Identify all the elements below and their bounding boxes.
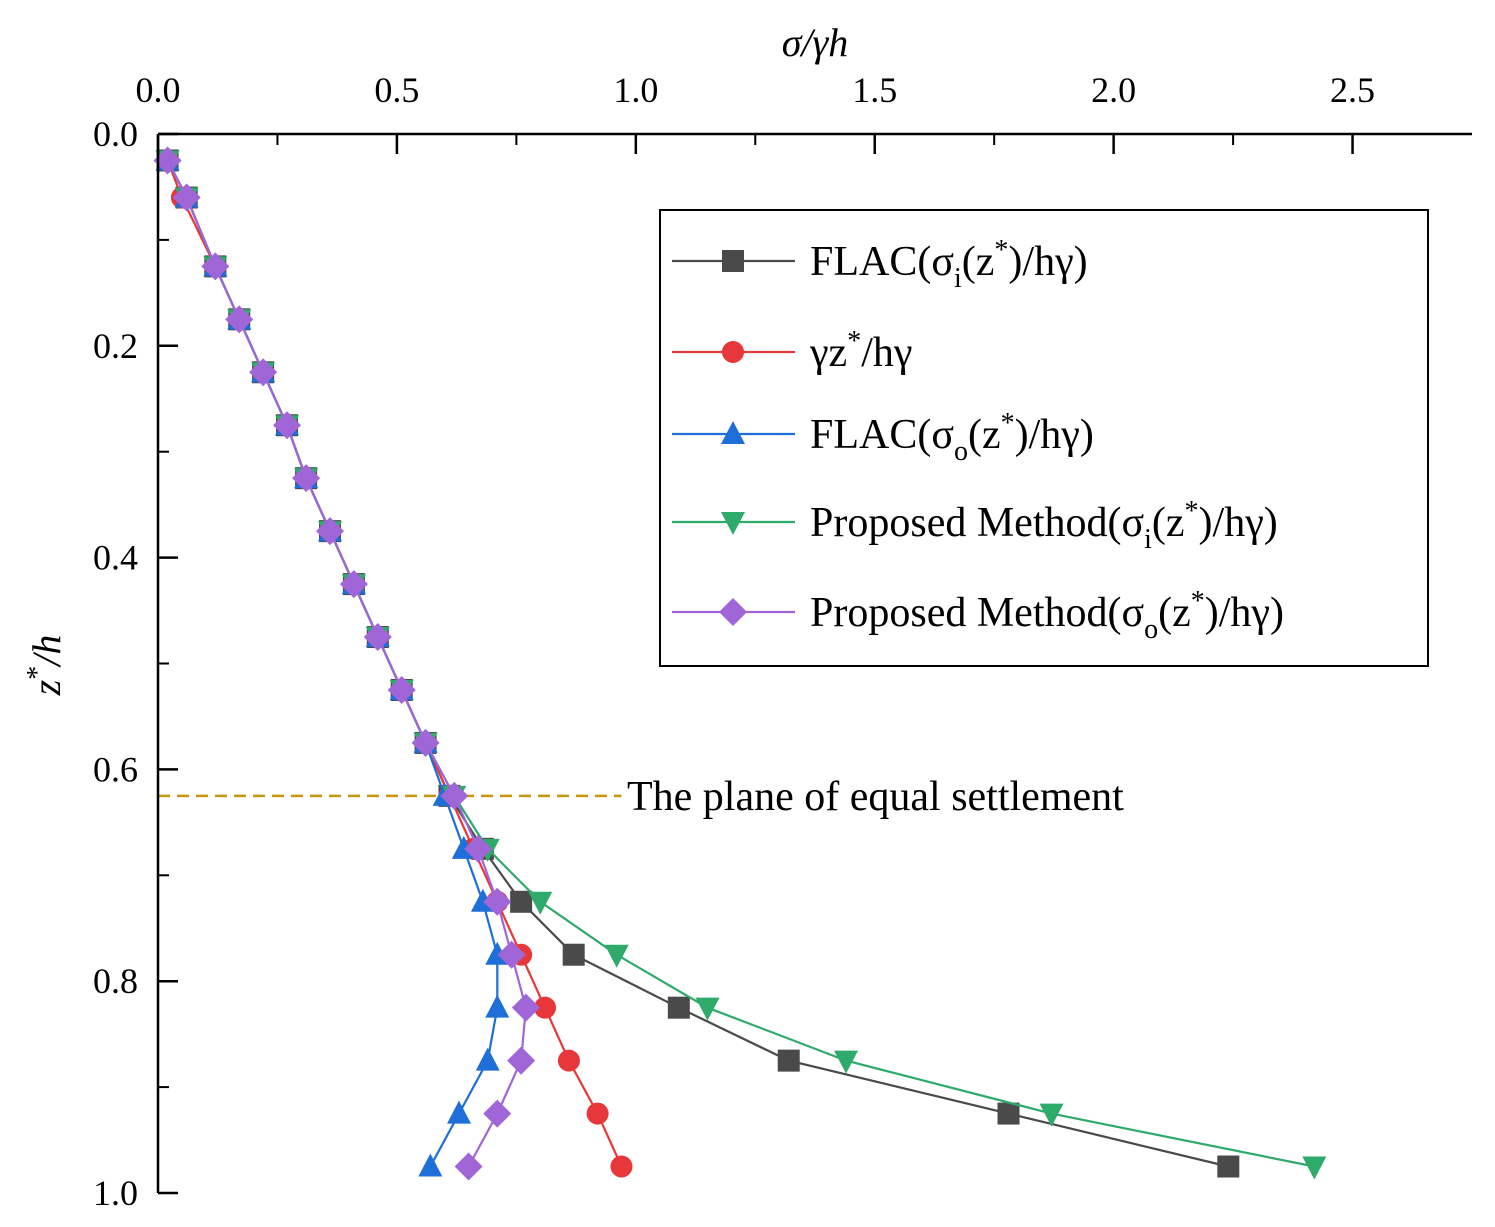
- data-point: [528, 891, 553, 915]
- data-point: [485, 994, 510, 1018]
- data-point: [387, 675, 416, 704]
- data-point: [610, 1155, 633, 1178]
- data-point: [447, 1100, 472, 1124]
- data-point: [153, 146, 182, 175]
- data-point: [777, 1049, 800, 1072]
- data-point: [418, 1153, 443, 1177]
- data-point: [172, 183, 201, 212]
- data-point: [225, 305, 254, 334]
- data-point: [464, 834, 493, 863]
- legend-item-4: Proposed Method(σi(z*)/hγ): [672, 496, 1278, 555]
- data-point: [339, 570, 368, 599]
- data-point: [604, 944, 629, 968]
- y-tick-label: 1.0: [93, 1173, 138, 1213]
- x-tick-label: 1.0: [613, 70, 658, 110]
- legend-label: Proposed Method(σo(z*)/hγ): [810, 586, 1284, 645]
- data-point: [483, 887, 512, 916]
- data-point: [249, 358, 278, 387]
- data-point: [510, 890, 533, 913]
- plot-area: The plane of equal settlement: [153, 146, 1327, 1181]
- data-point: [316, 517, 345, 546]
- data-point: [562, 943, 585, 966]
- data-point: [997, 1102, 1020, 1125]
- legend-item-5: Proposed Method(σo(z*)/hγ): [672, 586, 1284, 645]
- data-point: [411, 728, 440, 757]
- data-point: [834, 1050, 859, 1074]
- data-point: [511, 993, 540, 1022]
- data-point: [440, 781, 469, 810]
- legend-marker: [722, 250, 744, 272]
- legend-item-2: γz*/hγ: [672, 326, 912, 376]
- x-axis-title: σ/γh: [782, 20, 849, 65]
- data-point: [454, 1152, 483, 1181]
- x-tick-label: 2.0: [1091, 70, 1136, 110]
- series-3: [155, 147, 510, 1177]
- data-point: [483, 1099, 512, 1128]
- legend-marker: [722, 341, 744, 363]
- legend-label: Proposed Method(σi(z*)/hγ): [810, 496, 1278, 555]
- legend-marker: [719, 598, 747, 626]
- data-point: [273, 411, 302, 440]
- data-point: [1302, 1156, 1327, 1180]
- series-line: [166, 159, 528, 1168]
- data-point: [1039, 1103, 1064, 1127]
- x-tick-label: 2.5: [1330, 70, 1375, 110]
- y-axis-title: z*/h: [22, 635, 69, 697]
- data-point: [534, 996, 557, 1019]
- legend-label: γz*/hγ: [809, 326, 912, 376]
- legend-label: FLAC(σi(z*)/hγ): [810, 235, 1088, 294]
- x-tick-label: 1.5: [852, 70, 897, 110]
- data-point: [363, 623, 392, 652]
- data-point: [201, 252, 230, 281]
- data-point: [292, 464, 321, 493]
- data-point: [667, 996, 690, 1019]
- equal-settlement-label: The plane of equal settlement: [627, 774, 1124, 820]
- y-tick-label: 0.6: [93, 749, 138, 789]
- y-tick-label: 0.0: [93, 114, 138, 154]
- data-point: [695, 997, 720, 1021]
- data-point: [497, 940, 526, 969]
- x-tick-label: 0.5: [374, 70, 419, 110]
- y-tick-label: 0.2: [93, 326, 138, 366]
- data-point: [557, 1049, 580, 1072]
- data-point: [475, 1047, 500, 1071]
- axes: 0.0 0.5 1.0 1.5 2.0 2.5 0.0 0.2 0.4 0.6 0.8 1.0 σ/γh…: [22, 20, 1472, 1213]
- data-point: [507, 1046, 536, 1075]
- data-point: [1217, 1155, 1240, 1178]
- y-tick-label: 0.4: [93, 538, 138, 578]
- legend-item-3: FLAC(σo(z*)/hγ): [672, 408, 1094, 467]
- series-line: [166, 159, 499, 1168]
- legend-box: [659, 209, 1429, 667]
- series-2: [156, 149, 633, 1178]
- legend-item-1: FLAC(σi(z*)/hγ): [672, 235, 1088, 294]
- series-5: [153, 146, 540, 1181]
- legend-marker: [721, 512, 745, 535]
- data-point: [586, 1102, 609, 1125]
- legend: FLAC(σi(z*)/hγ) γz*/hγ FLAC(σo(z*)/hγ) Prop…: [659, 209, 1429, 667]
- legend-marker: [721, 421, 745, 444]
- y-tick-label: 0.8: [93, 961, 138, 1001]
- legend-label: FLAC(σo(z*)/hγ): [810, 408, 1094, 467]
- x-tick-label: 0.0: [136, 70, 181, 110]
